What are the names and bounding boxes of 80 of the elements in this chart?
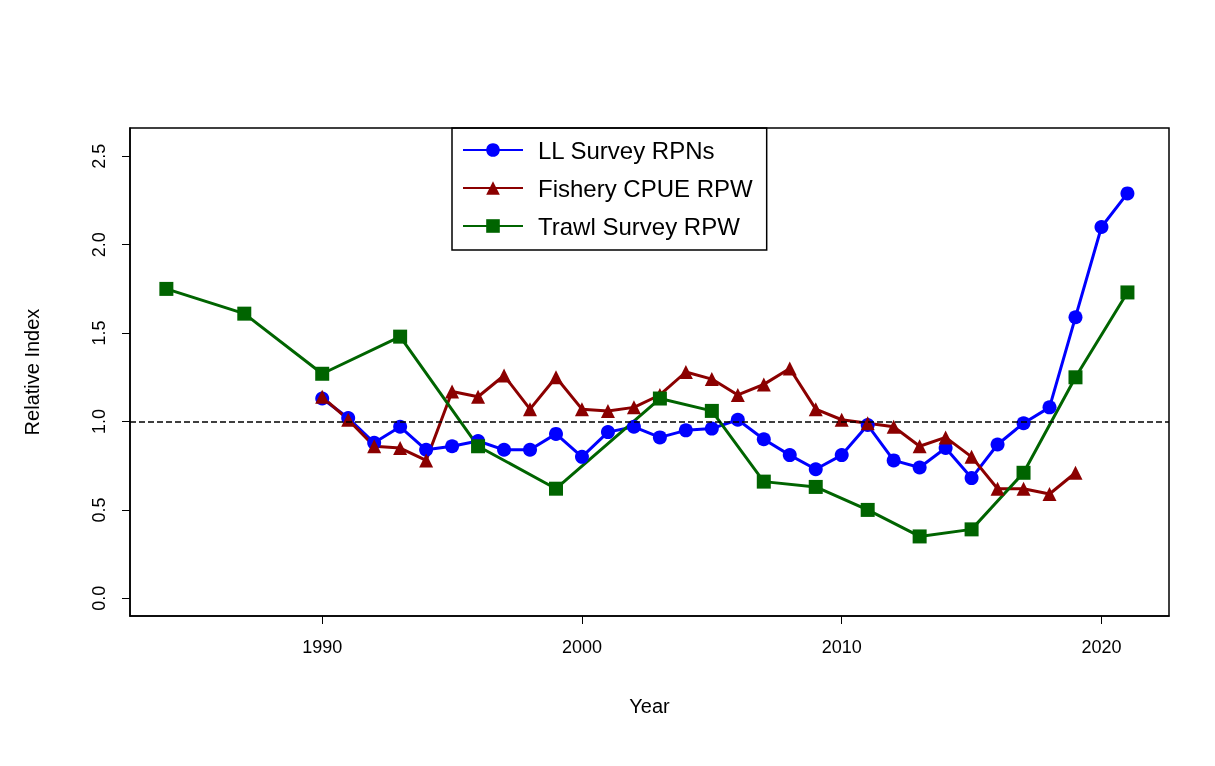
point [990,437,1005,452]
point [808,479,823,494]
point [548,481,563,496]
point [159,281,174,296]
point [704,403,719,418]
x-tick-label: 2010 [821,637,862,657]
point [886,419,901,434]
point [497,368,512,383]
point [912,529,927,544]
point [393,329,408,344]
point [704,421,719,436]
point [548,370,563,385]
point [964,471,979,486]
y-tick-label: 2.5 [89,143,109,169]
point [1068,370,1083,385]
point [1016,465,1031,480]
point [1042,487,1057,501]
legend-label: Trawl Survey RPW [538,212,741,240]
point [419,453,434,468]
point [315,366,330,381]
point [393,441,408,456]
x-tick-label: 1990 [302,637,343,657]
point [549,426,563,441]
point [626,400,641,415]
legend-label: Fishery CPUE RPW [538,174,754,202]
point [652,430,667,445]
point [782,361,797,376]
point [678,365,693,379]
y-tick-label: 0.0 [89,585,109,611]
point [445,439,460,454]
point [523,402,538,417]
point [704,372,719,387]
point [912,460,927,475]
point [678,423,693,438]
point [808,402,823,417]
point [237,306,252,321]
point [419,442,434,457]
x-tick-label: 2000 [561,637,602,657]
point [782,448,797,463]
point [834,448,849,463]
point [1016,481,1031,496]
point [600,403,615,418]
point [730,387,745,402]
point [367,439,382,454]
point [1120,285,1135,300]
x-axis-title: Year [629,695,671,717]
point [990,481,1005,496]
legend-label: LL Survey RPNs [538,136,715,164]
point [497,442,512,457]
point [652,391,667,406]
point [1094,220,1109,235]
point [964,449,979,464]
point [886,453,901,468]
y-tick-label: 0.5 [89,497,109,523]
point [523,442,538,457]
y-tick-label: 1.0 [89,408,109,435]
point [964,522,979,537]
point [1120,186,1135,201]
point [1068,310,1083,325]
point [445,384,460,399]
point [756,377,771,392]
point [912,439,927,454]
point [626,419,641,434]
point [1042,400,1057,415]
x-tick-label: 2020 [1081,637,1122,657]
y-tick-label: 1.5 [89,320,109,346]
point [860,502,875,517]
point [938,430,953,445]
y-tick-label: 2.0 [89,232,109,258]
point [600,425,615,440]
point [1068,465,1083,480]
point [756,432,771,447]
point [808,462,823,477]
point [574,402,589,417]
point [574,449,589,464]
y-axis-title: Relative Index [21,308,43,436]
point [756,474,771,489]
point [471,439,486,454]
point [471,389,486,404]
point [393,419,408,434]
